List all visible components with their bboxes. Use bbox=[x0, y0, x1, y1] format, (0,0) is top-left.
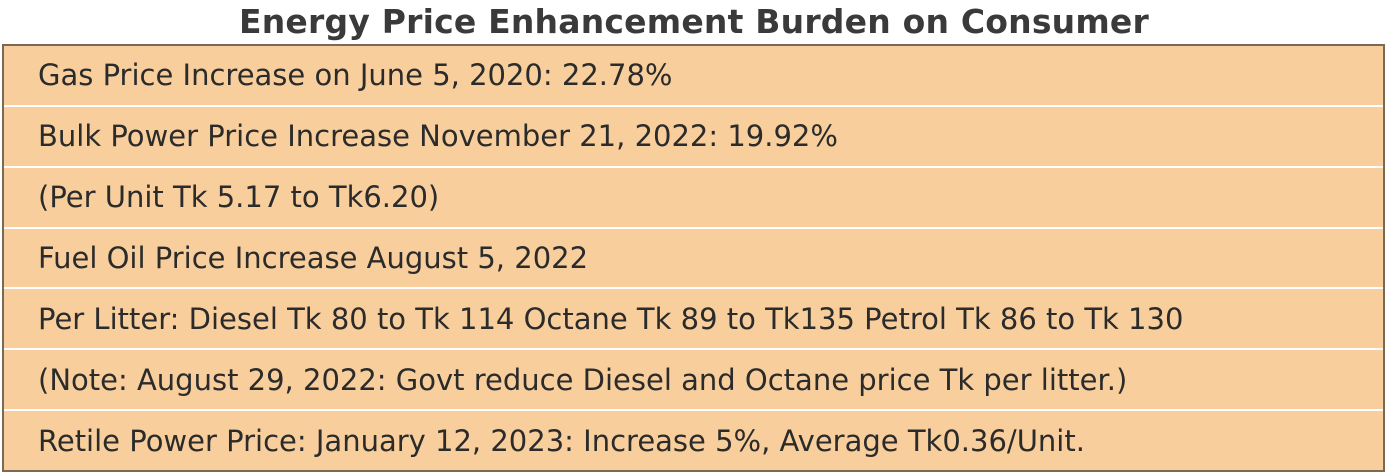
table-row: (Note: August 29, 2022: Govt reduce Dies… bbox=[4, 350, 1383, 412]
table-row: Per Litter: Diesel Tk 80 to Tk 114 Octan… bbox=[4, 289, 1383, 351]
info-table: Gas Price Increase on June 5, 2020: 22.7… bbox=[2, 44, 1385, 472]
table-row: Retile Power Price: January 12, 2023: In… bbox=[4, 411, 1383, 470]
page-title: Energy Price Enhancement Burden on Consu… bbox=[239, 2, 1149, 41]
table-row: Gas Price Increase on June 5, 2020: 22.7… bbox=[4, 46, 1383, 107]
row-text: (Note: August 29, 2022: Govt reduce Dies… bbox=[38, 362, 1128, 397]
row-text: (Per Unit Tk 5.17 to Tk6.20) bbox=[38, 180, 440, 215]
row-text: Retile Power Price: January 12, 2023: In… bbox=[38, 423, 1085, 458]
table-row: Fuel Oil Price Increase August 5, 2022 bbox=[4, 229, 1383, 290]
row-text: Per Litter: Diesel Tk 80 to Tk 114 Octan… bbox=[38, 301, 1184, 336]
row-text: Bulk Power Price Increase November 21, 2… bbox=[38, 119, 838, 154]
table-row: Bulk Power Price Increase November 21, 2… bbox=[4, 107, 1383, 168]
row-text: Gas Price Increase on June 5, 2020: 22.7… bbox=[38, 58, 673, 93]
table-row: (Per Unit Tk 5.17 to Tk6.20) bbox=[4, 168, 1383, 229]
row-text: Fuel Oil Price Increase August 5, 2022 bbox=[38, 241, 589, 275]
